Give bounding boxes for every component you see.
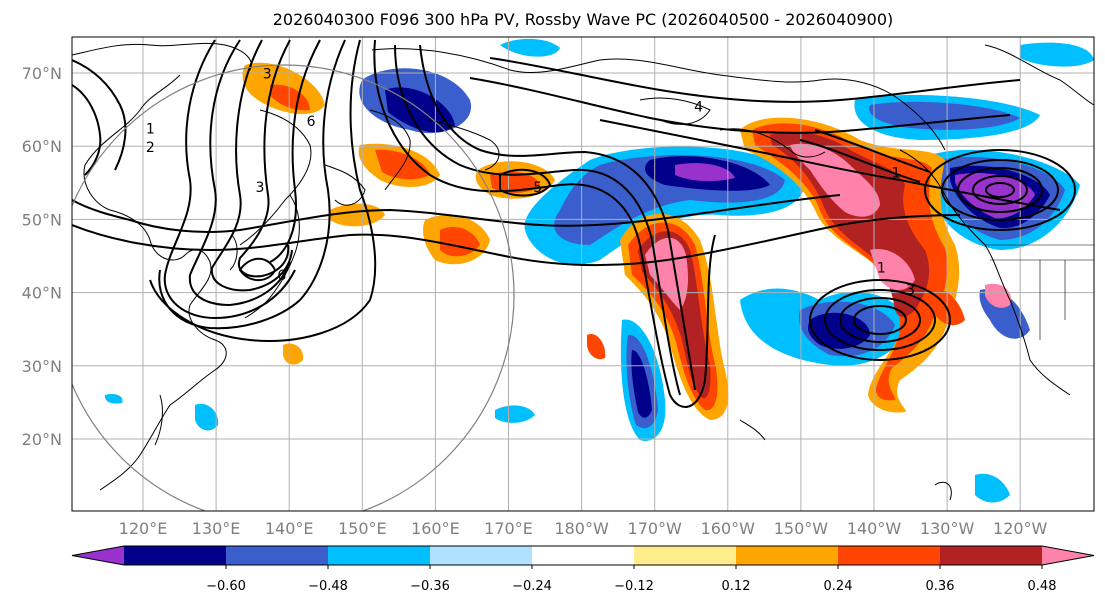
contour-label: 5 xyxy=(533,180,542,196)
negative-anomaly-subtropical xyxy=(104,42,1094,503)
colorbar-extend-high xyxy=(1042,546,1094,565)
lat-label: 40°N xyxy=(22,284,62,303)
colorbar-bin xyxy=(940,546,1043,565)
map-panel: 1 2 3 6 3 6 5 4 1 1 3 70°N 60°N 50°N 40°N 30°N 20°N 120… xyxy=(22,36,1095,538)
contour-label: 1 xyxy=(146,122,155,138)
contour-label: 3 xyxy=(906,283,915,299)
colorbar-bin xyxy=(430,546,533,565)
lat-label: 20°N xyxy=(22,430,62,449)
colorbar-tick-label: 0.24 xyxy=(824,579,853,594)
graticule xyxy=(72,37,1094,511)
colorbar-tick-label: −0.48 xyxy=(308,579,348,594)
colorbar-bin xyxy=(634,546,737,565)
colorbar-tick-label: 0.36 xyxy=(926,579,955,594)
colorbar-tick-label: −0.36 xyxy=(410,579,450,594)
figure-title: 2026040300 F096 300 hPa PV, Rossby Wave … xyxy=(273,10,894,29)
colorbar-tick-label: −0.12 xyxy=(614,579,654,594)
colorbar-bin xyxy=(124,546,227,565)
contour-label: 3 xyxy=(263,67,272,83)
contour-label: 1 xyxy=(891,165,900,181)
colorbar: −0.60 −0.48 −0.36 −0.24 −0.12 0.12 0.24 0.36 0.4… xyxy=(71,545,1095,594)
lon-label: 180°W xyxy=(554,519,609,538)
colorbar-tick-label: −0.60 xyxy=(206,579,246,594)
longitude-labels: 120°E 130°E 140°E 150°E 160°E 170°E 180°W 170°W… xyxy=(119,519,1048,538)
positive-anomaly-north-pacific-trough xyxy=(283,213,729,420)
colorbar-bin xyxy=(328,546,431,565)
colorbar-bin xyxy=(532,546,635,565)
contour-label: 1 xyxy=(877,261,886,277)
colorbar-bin xyxy=(226,546,329,565)
colorbar-bin xyxy=(838,546,941,565)
colorbar-tick-label: −0.24 xyxy=(512,579,552,594)
lon-label: 130°E xyxy=(192,519,241,538)
colorbar-extend-low xyxy=(72,546,124,565)
lon-label: 160°W xyxy=(701,519,756,538)
lon-label: 140°W xyxy=(847,519,902,538)
contour-label: 2 xyxy=(146,140,155,156)
pv-contours xyxy=(72,39,1076,408)
lon-label: 170°W xyxy=(628,519,683,538)
colorbar-tick-label: 0.12 xyxy=(722,579,751,594)
lon-label: 150°W xyxy=(774,519,829,538)
lon-label: 120°W xyxy=(993,519,1048,538)
lat-label: 50°N xyxy=(22,210,62,229)
contour-label: 4 xyxy=(694,100,703,116)
radius-circle xyxy=(72,64,515,511)
lon-label: 150°E xyxy=(338,519,387,538)
colorbar-tick-label: 0.48 xyxy=(1028,579,1057,594)
lon-label: 120°E xyxy=(119,519,168,538)
lat-label: 30°N xyxy=(22,357,62,376)
lon-label: 130°W xyxy=(920,519,975,538)
latitude-labels: 70°N 60°N 50°N 40°N 30°N 20°N xyxy=(22,64,62,449)
lon-label: 140°E xyxy=(265,519,314,538)
positive-anomaly-okhotsk xyxy=(242,62,325,115)
contour-label: 6 xyxy=(277,268,286,284)
negative-anomaly-bering xyxy=(524,146,804,265)
colorbar-outline xyxy=(71,545,1095,566)
positive-anomaly-kamchatka xyxy=(330,143,555,265)
contour-labels: 1 2 3 6 3 6 5 4 1 1 3 xyxy=(146,67,915,299)
contour-label: 3 xyxy=(255,180,264,196)
lat-label: 60°N xyxy=(22,137,62,156)
lon-label: 160°E xyxy=(411,519,460,538)
map-frame xyxy=(71,36,1095,512)
colorbar-bin xyxy=(736,546,839,565)
contour-label: 6 xyxy=(307,114,316,130)
lat-label: 70°N xyxy=(22,64,62,83)
lon-label: 170°E xyxy=(484,519,533,538)
